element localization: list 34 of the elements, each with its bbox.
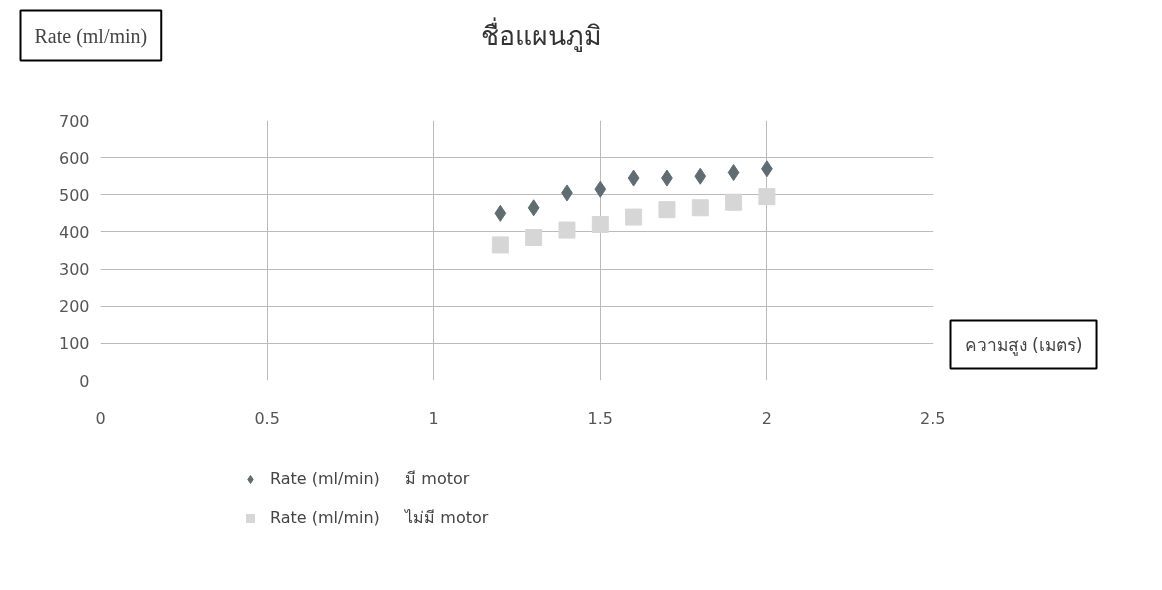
y-tick-label: 200 bbox=[58, 297, 90, 317]
legend-label: Rate (ml/min) มี motor bbox=[270, 468, 470, 490]
x-tick-label: 2 bbox=[761, 408, 772, 428]
point bbox=[625, 208, 643, 226]
point bbox=[694, 167, 707, 185]
point bbox=[758, 188, 776, 206]
point bbox=[558, 221, 576, 239]
point bbox=[594, 180, 607, 198]
x-tick-label: 1 bbox=[428, 408, 439, 428]
x-tick-label: 1.5 bbox=[587, 408, 614, 428]
y-tick-label: 500 bbox=[58, 185, 90, 205]
y-axis-title: Rate (ml/min) bbox=[34, 24, 148, 48]
point bbox=[494, 204, 507, 222]
legend-label: Rate (ml/min) ไม่มี motor bbox=[270, 507, 489, 529]
y-tick-label: 400 bbox=[58, 222, 90, 242]
point bbox=[525, 229, 543, 246]
x-tick-label: 2.5 bbox=[920, 408, 946, 428]
point bbox=[725, 193, 743, 211]
chart-title: ชื่อแผนภูมิ bbox=[480, 16, 602, 52]
y-tick-label: 0 bbox=[79, 371, 90, 391]
x-axis-title: ความสูง (เมตร) bbox=[964, 334, 1083, 356]
y-tick-label: 300 bbox=[58, 260, 90, 280]
x-tick-label: 0 bbox=[95, 408, 106, 428]
y-tick-label: 100 bbox=[58, 334, 90, 354]
point bbox=[691, 199, 709, 217]
point bbox=[658, 201, 676, 219]
y-tick-label: 600 bbox=[58, 148, 90, 168]
point bbox=[727, 164, 740, 181]
y-tick-label: 700 bbox=[58, 111, 90, 131]
point bbox=[591, 216, 609, 233]
x-tick-label: 0.5 bbox=[254, 408, 280, 428]
point bbox=[491, 236, 509, 254]
point bbox=[527, 199, 540, 217]
point bbox=[627, 169, 640, 187]
